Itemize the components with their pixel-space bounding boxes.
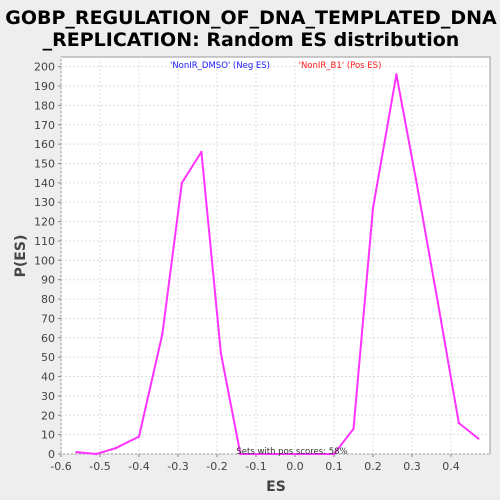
y-tick-label: 60 — [41, 332, 55, 345]
grid — [60, 57, 490, 455]
x-axis-label: ES — [266, 479, 286, 495]
x-tick-label: -0.5 — [89, 460, 110, 473]
es-data-point — [161, 332, 164, 336]
y-tick-label: 190 — [34, 80, 55, 93]
y-tick-label: 130 — [34, 196, 55, 209]
y-tick-label: 10 — [41, 429, 55, 442]
es-data-point — [219, 352, 223, 355]
pos-score-annotation: Sets with pos scores: 58% — [236, 447, 347, 457]
es-data-point — [332, 452, 336, 456]
x-tick-label: -0.6 — [50, 460, 71, 473]
y-tick-label: 150 — [34, 158, 55, 171]
y-tick-label: 110 — [34, 235, 55, 248]
es-data-point — [395, 73, 398, 76]
x-tick-label: -0.3 — [167, 460, 188, 473]
chart-title-line-1: GOBP_REGULATION_OF_DNA_TEMPLATED_DNA — [5, 7, 497, 29]
es-data-point — [258, 452, 262, 456]
x-tick-label: 0.0 — [286, 460, 304, 473]
es-data-point — [114, 446, 117, 450]
es-data-point — [94, 452, 98, 456]
y-tick-label: 20 — [41, 409, 55, 422]
es-data-point — [180, 181, 184, 185]
x-tick-label: 0.3 — [403, 460, 421, 473]
y-tick-label: 180 — [34, 99, 55, 112]
y-tick-label: 90 — [41, 274, 55, 287]
es-data-point — [297, 452, 301, 456]
y-tick-label: 160 — [34, 138, 55, 151]
y-tick-label: 30 — [41, 390, 55, 403]
es-data-point — [438, 309, 441, 312]
x-tick-label: 0.2 — [364, 460, 382, 473]
y-tick-label: 70 — [41, 312, 55, 325]
es-data-point — [317, 452, 320, 456]
plot-area — [60, 56, 491, 455]
es-data-point — [278, 452, 281, 456]
es-data-point — [239, 452, 242, 456]
x-tick-label: 0.1 — [325, 460, 343, 473]
y-tick-label: 200 — [34, 61, 55, 74]
chart-title-line-2: _REPLICATION: Random ES distribution — [43, 29, 460, 51]
y-tick-label: 120 — [34, 216, 55, 229]
x-tick-label: -0.1 — [245, 460, 266, 473]
es-data-point — [371, 206, 375, 210]
x-tick-label: -0.4 — [128, 460, 149, 473]
y-tick-label: 140 — [34, 177, 55, 190]
x-tick-label: 0.4 — [442, 460, 460, 473]
y-tick-label: 50 — [41, 351, 55, 364]
ticks: 0 10 20 30 40 50 60 70 80 90 100 110 120 130 140 150 160… — [34, 61, 460, 473]
y-tick-label: 40 — [41, 371, 55, 384]
es-data-point — [457, 421, 460, 425]
legend-pos-label: 'NonIR_B1' (Pos ES) — [299, 61, 382, 71]
x-tick-label: -0.2 — [206, 460, 227, 473]
y-tick-label: 80 — [41, 293, 55, 306]
y-tick-label: 0 — [48, 448, 55, 461]
es-data-point — [414, 177, 418, 181]
es-data-point — [137, 435, 141, 438]
es-data-point — [75, 450, 78, 454]
es-data-point — [477, 437, 480, 440]
y-tick-label: 100 — [34, 254, 55, 267]
es-data-point — [352, 427, 355, 431]
y-tick-label: 170 — [34, 119, 55, 132]
es-data-point — [200, 150, 203, 154]
legend-neg-label: 'NonIR_DMSO' (Neg ES) — [170, 61, 270, 71]
series — [75, 73, 480, 456]
y-axis-label: P(ES) — [13, 235, 29, 278]
